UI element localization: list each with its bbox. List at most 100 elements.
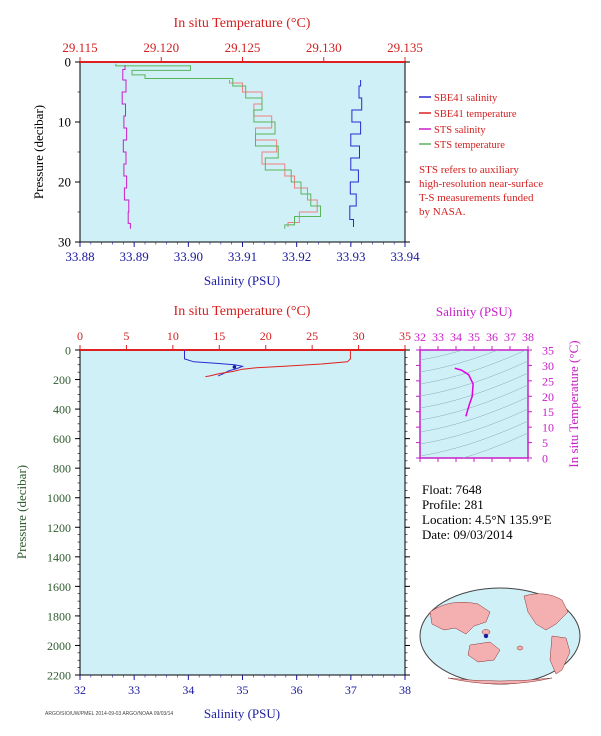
date: Date: 09/03/2014 [422, 527, 513, 542]
salinity-tick-label: 38 [399, 683, 411, 697]
salinity-tick-label: 33.90 [174, 249, 203, 264]
temp-tick-label: 30 [353, 329, 365, 343]
ts-salinity-tick-label: 33 [432, 330, 444, 344]
pressure-tick-label: 20 [58, 175, 71, 190]
ts-salinity-tick-label: 37 [504, 330, 516, 344]
series-temperature [205, 350, 351, 378]
temp-tick-label: 5 [123, 329, 129, 343]
ts-salinity-tick-label: 34 [450, 330, 462, 344]
temp-tick-label: 0 [77, 329, 83, 343]
salinity-tick-label: 37 [345, 683, 357, 697]
density-contour [420, 350, 527, 385]
salinity-tick-label: 33 [128, 683, 140, 697]
salinity-tick-label: 33.92 [282, 249, 311, 264]
top-panel-temp-axis-label: In situ Temperature (°C) [174, 16, 311, 31]
bottom-panel: 0 5 10 15 20 25 30 35 32 33 34 35 36 37 38 0 200 400 600 80… [14, 304, 411, 721]
density-contour [420, 350, 499, 373]
temp-tick-label: 10 [167, 329, 179, 343]
density-contour [462, 432, 528, 458]
salinity-tick-label: 33.94 [390, 249, 420, 264]
legend-item-sts-salinity: STS salinity [419, 125, 486, 136]
temp-tick-label: 15 [213, 329, 225, 343]
pressure-tick-label: 0 [65, 344, 71, 358]
ts-salinity-axis-label: Salinity (PSU) [436, 304, 512, 319]
temp-tick-label: 29.115 [62, 40, 97, 55]
pressure-tick-label: 400 [53, 403, 71, 417]
bottom-panel-temp-axis-label: In situ Temperature (°C) [174, 304, 311, 319]
bottom-plot-area [79, 349, 406, 676]
profile-number: Profile: 281 [422, 497, 484, 512]
temp-tick-label: 20 [260, 329, 272, 343]
series-sbe41-salinity [349, 80, 363, 227]
legend-item-sbe41-salinity: SBE41 salinity [419, 93, 498, 104]
density-contour [420, 408, 528, 445]
density-contour [420, 384, 528, 421]
ts-salinity-tick-label: 35 [468, 330, 480, 344]
pressure-tick-label: 200 [53, 373, 71, 387]
legend-note: STS refers to auxiliary high-resolution … [419, 163, 599, 219]
legend-note-line: T-S measurements funded [419, 192, 534, 204]
top-panel: 29.115 29.120 29.125 29.130 29.135 33.88 33.89… [31, 16, 423, 288]
salinity-tick-label: 34 [182, 683, 194, 697]
pressure-tick-label: 0 [65, 55, 72, 70]
world-map-icon [419, 587, 581, 685]
salinity-tick-label: 33.91 [228, 249, 257, 264]
temp-tick-label: 35 [399, 329, 411, 343]
bottom-panel-pressure-axis-label: Pressure (decibar) [14, 465, 29, 559]
pressure-tick-label: 1600 [47, 580, 71, 594]
ts-temp-tick-label: 15 [542, 405, 554, 419]
legend: SBE41 salinity SBE41 temperature STS sal… [419, 93, 517, 151]
series-sts-salinity [121, 65, 131, 229]
legend-note-line: high-resolution near-surface [419, 178, 544, 190]
pressure-tick-label: 600 [53, 432, 71, 446]
pressure-tick-label: 1200 [47, 521, 71, 535]
ts-temp-axis-label: In situ Temperature (°C) [566, 340, 581, 467]
legend-note-line: by NASA. [419, 206, 466, 218]
float-info: Float: 7648 Profile: 281 Location: 4.5°N… [422, 482, 552, 542]
density-contour [420, 350, 464, 361]
temp-tick-label: 29.125 [225, 40, 261, 55]
salinity-tick-label: 33.89 [120, 249, 149, 264]
ts-salinity-tick-label: 36 [486, 330, 498, 344]
pressure-tick-label: 1400 [47, 550, 71, 564]
salinity-tick-label: 35 [237, 683, 249, 697]
credit-text: ARGO/SIO/UW/PMEL 2014-09-03 ARGO/NOAA 09… [45, 711, 174, 717]
legend-note-line: STS refers to auxiliary [419, 164, 519, 176]
ts-temp-tick-label: 20 [542, 390, 554, 404]
temp-tick-label: 25 [306, 329, 318, 343]
legend-label: STS salinity [434, 125, 486, 136]
ts-salinity-tick-label: 32 [414, 330, 426, 344]
pressure-tick-label: 800 [53, 462, 71, 476]
legend-label: STS temperature [434, 140, 505, 151]
series-sts-temperature [115, 63, 321, 229]
pressure-tick-label: 1800 [47, 609, 71, 623]
pressure-tick-label: 2200 [47, 669, 71, 683]
density-contour [420, 396, 528, 433]
legend-label: SBE41 temperature [434, 109, 517, 120]
temp-tick-label: 29.130 [306, 40, 342, 55]
top-panel-salinity-axis-label: Salinity (PSU) [204, 273, 280, 288]
pressure-tick-label: 1000 [47, 491, 71, 505]
location: Location: 4.5°N 135.9°E [422, 512, 552, 527]
temp-tick-label: 29.135 [387, 40, 423, 55]
ts-plot-area [419, 349, 529, 459]
legend-item-sbe41-temperature: SBE41 temperature [419, 109, 517, 120]
salinity-tick-label: 33.93 [336, 249, 365, 264]
salinity-tick-label: 36 [291, 683, 303, 697]
ts-temp-tick-label: 5 [542, 436, 548, 450]
salinity-tick-label: 32 [74, 683, 86, 697]
legend-item-sts-temperature: STS temperature [419, 140, 505, 151]
ts-temp-tick-label: 10 [542, 421, 554, 435]
ts-salinity-tick-label: 38 [522, 330, 534, 344]
ts-temp-tick-label: 0 [542, 452, 548, 466]
float-location-marker [483, 633, 489, 639]
density-contour [420, 420, 528, 457]
float-id: Float: 7648 [422, 482, 482, 497]
pressure-tick-label: 10 [58, 115, 71, 130]
pressure-tick-label: 2000 [47, 639, 71, 653]
ts-temp-tick-label: 30 [542, 359, 554, 373]
ts-temp-tick-label: 25 [542, 374, 554, 388]
ts-temp-tick-label: 35 [542, 344, 554, 358]
